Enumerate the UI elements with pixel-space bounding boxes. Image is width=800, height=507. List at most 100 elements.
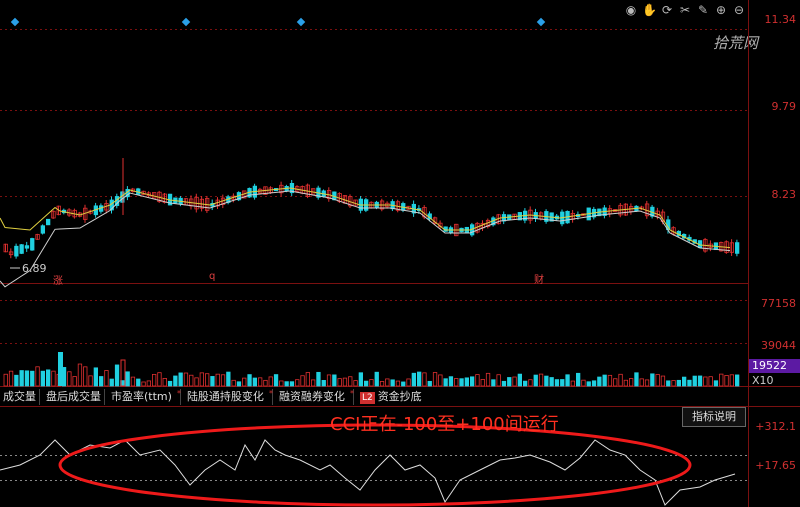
volume-bar: [120, 359, 126, 387]
zoom-in-icon[interactable]: ⊕: [715, 3, 727, 17]
volume-bar: [46, 369, 51, 387]
chart-toolbar: ◉ ✋ ⟳ ✂ ✎ ⊕ ⊖: [624, 3, 746, 17]
candlestick: [14, 245, 19, 257]
volume-bar: [247, 374, 252, 387]
tab-label: 盘后成交量: [46, 390, 101, 403]
volume-bar: [634, 372, 639, 387]
candlestick: [35, 234, 40, 240]
volume-bar: [448, 376, 454, 387]
volume-bar: [300, 375, 305, 387]
ma-line-white: [0, 190, 731, 288]
volume-bar: [438, 374, 443, 387]
volume-bar: [257, 377, 263, 387]
volume-bar: [729, 374, 734, 387]
volume-bar: [58, 352, 63, 386]
volume-bar: [480, 379, 485, 387]
volume-bar: [586, 381, 591, 387]
tab-margin-trading[interactable]: 融资融券变化 *: [273, 389, 354, 405]
volume-bar: [151, 374, 157, 387]
scissors-icon[interactable]: ✂: [679, 3, 691, 17]
volume-bar: [40, 370, 45, 387]
volume-bar: [735, 374, 740, 387]
tab-after-hours-volume[interactable]: 盘后成交量: [40, 389, 105, 405]
indicator-tabs: 成交量 盘后成交量 市盈率(ttm) * 陆股通持股变化 * 融资融券变化 * L2 资…: [0, 388, 675, 406]
volume-bar: [464, 377, 470, 387]
volume-bar: [284, 381, 289, 387]
event-diamond: [536, 17, 546, 27]
volume-bar: [692, 375, 697, 387]
marker-q[interactable]: q: [209, 271, 216, 282]
volume-bar: [623, 379, 628, 387]
price-axis-label: 8.23: [771, 188, 797, 201]
hand-icon[interactable]: ✋: [642, 3, 657, 17]
volume-bar: [189, 374, 194, 387]
volume-bar: [310, 379, 316, 387]
volume-bar: [51, 370, 56, 387]
volume-bar: [30, 370, 35, 387]
star-icon: *: [349, 389, 354, 398]
volume-bar: [560, 379, 565, 387]
tab-hk-connect-holdings[interactable]: 陆股通持股变化 *: [181, 389, 273, 405]
volume-bar: [77, 363, 83, 387]
volume-bar: [305, 372, 311, 387]
volume-bar: [295, 379, 300, 387]
volume-bar: [242, 377, 247, 387]
tab-label: 资金抄底: [377, 390, 422, 403]
volume-bar: [443, 378, 448, 387]
volume-bar: [72, 376, 77, 387]
indicator-help-button[interactable]: 指标说明: [682, 407, 746, 427]
volume-bar: [210, 376, 215, 387]
candlestick: [3, 243, 8, 253]
volume-bar: [565, 374, 570, 387]
volume-bar: [703, 376, 708, 387]
tab-volume[interactable]: 成交量: [0, 389, 40, 405]
event-diamond: [296, 17, 306, 27]
volume-bar: [231, 379, 236, 387]
l2-badge: L2: [359, 392, 375, 404]
volume-bar: [374, 371, 379, 387]
pen-icon[interactable]: ✎: [697, 3, 709, 17]
volume-bar: [485, 372, 491, 387]
volume-bar: [35, 366, 40, 387]
volume-bar: [406, 378, 411, 387]
volume-bar: [469, 376, 475, 387]
volume-bar: [528, 379, 533, 387]
volume-bar: [708, 376, 713, 387]
zoom-out-icon[interactable]: ⊖: [733, 3, 745, 17]
volume-unit: X10: [752, 374, 774, 387]
marker-zhang[interactable]: 涨: [53, 276, 63, 287]
tab-pe-ratio[interactable]: 市盈率(ttm) *: [105, 389, 181, 405]
star-icon: *: [268, 389, 273, 398]
volume-bar: [538, 373, 544, 387]
volume-bar: [607, 374, 613, 387]
volume-bar: [67, 371, 72, 387]
volume-bar: [263, 379, 268, 387]
volume-bar: [576, 372, 581, 387]
tab-bottom-fishing[interactable]: L2 资金抄底: [354, 389, 425, 405]
volume-bar: [379, 381, 385, 387]
volume-bar: [517, 373, 522, 387]
volume-bar: [130, 376, 136, 387]
volume-bar: [157, 372, 162, 387]
volume-bar: [358, 372, 364, 387]
volume-bar: [252, 377, 258, 387]
volume-bar: [401, 381, 406, 387]
marker-cai[interactable]: 财: [534, 275, 544, 286]
replay-icon[interactable]: ⟳: [661, 3, 673, 17]
volume-bar: [570, 380, 575, 387]
volume-bar: [459, 378, 464, 387]
volume-bar: [591, 380, 597, 387]
volume-bar: [581, 379, 586, 387]
volume-bar: [141, 381, 146, 387]
volume-bar: [549, 377, 554, 387]
tab-label: 成交量: [3, 390, 36, 403]
cci-path: [0, 439, 736, 506]
volume-bar: [507, 377, 512, 387]
volume-bar: [226, 371, 231, 387]
eye-icon[interactable]: ◉: [625, 3, 637, 17]
volume-bar: [363, 380, 369, 387]
volume-bar: [369, 379, 374, 387]
volume-bar: [316, 371, 321, 387]
